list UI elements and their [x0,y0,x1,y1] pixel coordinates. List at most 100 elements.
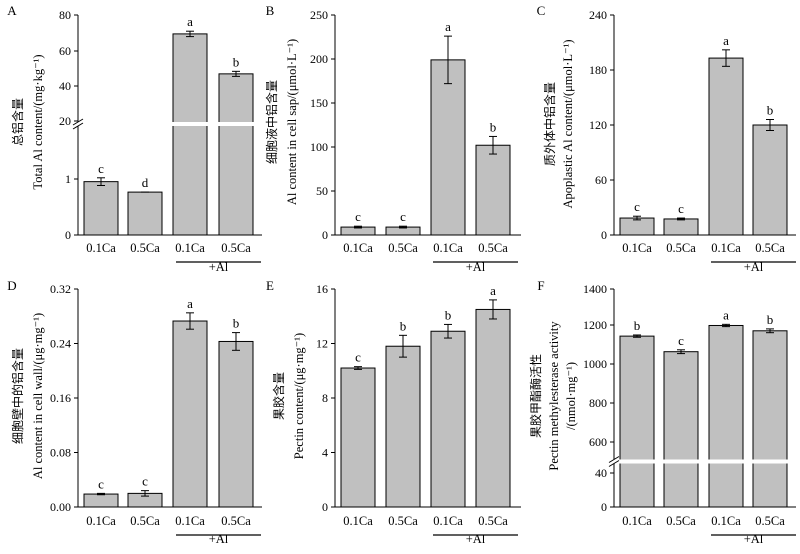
bar [385,345,421,508]
panel-letter: D [7,278,16,293]
y-tick-label: 0 [322,500,328,514]
x-tick-label: 0.5Ca [478,241,508,255]
x-tick-label: 0.1Ca [622,241,652,255]
x-tick-label: 0.5Ca [388,514,418,528]
y-tick-label: 180 [589,63,607,77]
x-tick-label: 0.5Ca [130,241,160,255]
panel-b: B 细胞液中铝含量 Al content in cell sap/(μmol·L⁻¹… [264,3,521,274]
x-tick-label: 0.1Ca [175,241,205,255]
y-tick-label: 8 [322,391,328,405]
y-tick-label: 0 [322,228,328,242]
y-tick-label: 1200 [583,318,607,332]
significance-letter: c [98,476,104,491]
bar [752,330,788,508]
bar [172,320,208,508]
x-tick-label: 0.1Ca [343,241,373,255]
significance-letter: c [400,209,406,224]
significance-letter: a [490,283,496,298]
y-axis-label: Al content in cell wall/(μg·mg⁻¹) [31,313,45,479]
group-label: +Al [744,532,764,546]
y-axis-label-cn: 总铝含量 [10,98,25,146]
x-tick-label: 0.5Ca [755,514,785,528]
y-axis-label-cn: 细胞液中铝含量 [264,80,279,164]
x-tick-label: 0.1Ca [86,514,116,528]
y-tick-label: 80 [59,8,71,22]
y-tick-label: 0.16 [50,391,71,405]
significance-letter: b [767,103,774,118]
significance-letter: b [233,316,240,331]
x-tick-label: 0.1Ca [433,514,463,528]
significance-letter: a [723,33,729,48]
y-tick-label: 100 [310,140,328,154]
significance-letter: c [98,161,104,176]
y-tick-label: 0 [601,500,607,514]
y-tick-label: 0.00 [50,500,71,514]
x-tick-label: 0.5Ca [221,241,251,255]
panel-c: C 质外体中铝含量 Apoplastic Al content/(μmol·L⁻¹)… [537,3,796,274]
significance-letter: c [355,350,361,365]
y-tick-label: 0 [65,228,71,242]
y-tick-label: 60 [59,44,71,58]
bar [83,493,119,508]
significance-letter: c [678,333,684,348]
significance-letter: a [723,307,729,322]
group-label: +Al [466,260,486,274]
y-tick-label: 50 [316,184,328,198]
x-tick-label: 0.1Ca [622,514,652,528]
bar [340,367,376,508]
bar [663,351,699,508]
significance-letter: b [767,312,774,327]
significance-letter: b [490,119,497,134]
panel-letter: A [7,3,17,18]
bar [619,217,655,236]
y-tick-label: 12 [316,337,328,351]
bar [475,144,511,236]
significance-letter: c [634,199,640,214]
y-axis-label-cn: 果胶甲酯酶活性 [528,354,543,438]
y-tick-label: 0 [601,228,607,242]
bar [127,191,163,236]
significance-letter: a [445,19,451,34]
significance-letter: d [142,175,149,190]
significance-letter: a [187,14,193,29]
axis-break-band [79,122,263,126]
y-tick-label: 800 [589,396,607,410]
panel-f: F 果胶甲酯酶活性 Pectin methylesterase activity/(… [528,278,797,546]
axis-break-gap [613,459,616,464]
bar [218,340,254,508]
significance-letter: c [355,209,361,224]
x-tick-label: 0.5Ca [478,514,508,528]
significance-letter: b [400,318,407,333]
significance-letter: b [634,318,641,333]
panel-letter: E [266,278,274,293]
y-axis-label: Apoplastic Al content/(μmol·L⁻¹) [561,39,575,208]
bar [83,181,119,236]
significance-letter: b [445,307,452,322]
group-label: +Al [209,260,229,274]
x-tick-label: 0.1Ca [711,241,741,255]
group-label: +Al [744,260,764,274]
significance-letter: c [678,201,684,216]
y-tick-label: 0.32 [50,282,71,296]
bar [663,218,699,236]
axis-break-mark [72,118,84,126]
y-tick-label: 60 [595,173,607,187]
y-tick-label: 600 [589,435,607,449]
bar [172,33,208,236]
x-tick-label: 0.1Ca [433,241,463,255]
panel-a: A 总铝含量 Total Al content/(mg·kg⁻¹) c d a b 0 1 20 4… [7,3,263,274]
x-tick-label: 0.5Ca [130,514,160,528]
y-tick-label: 250 [310,8,328,22]
y-axis-label-cn: 果胶含量 [271,372,286,420]
y-tick-label: 40 [595,466,607,480]
group-label: +Al [209,532,229,546]
x-tick-label: 0.5Ca [755,241,785,255]
y-tick-label: 20 [59,114,71,128]
axis-break-gap [77,122,80,126]
x-tick-label: 0.1Ca [86,241,116,255]
axis-break-mark [608,456,620,463]
significance-letter: c [142,474,148,489]
panel-letter: B [266,3,275,18]
y-tick-label: 4 [322,446,328,460]
significance-letter: b [233,54,240,69]
